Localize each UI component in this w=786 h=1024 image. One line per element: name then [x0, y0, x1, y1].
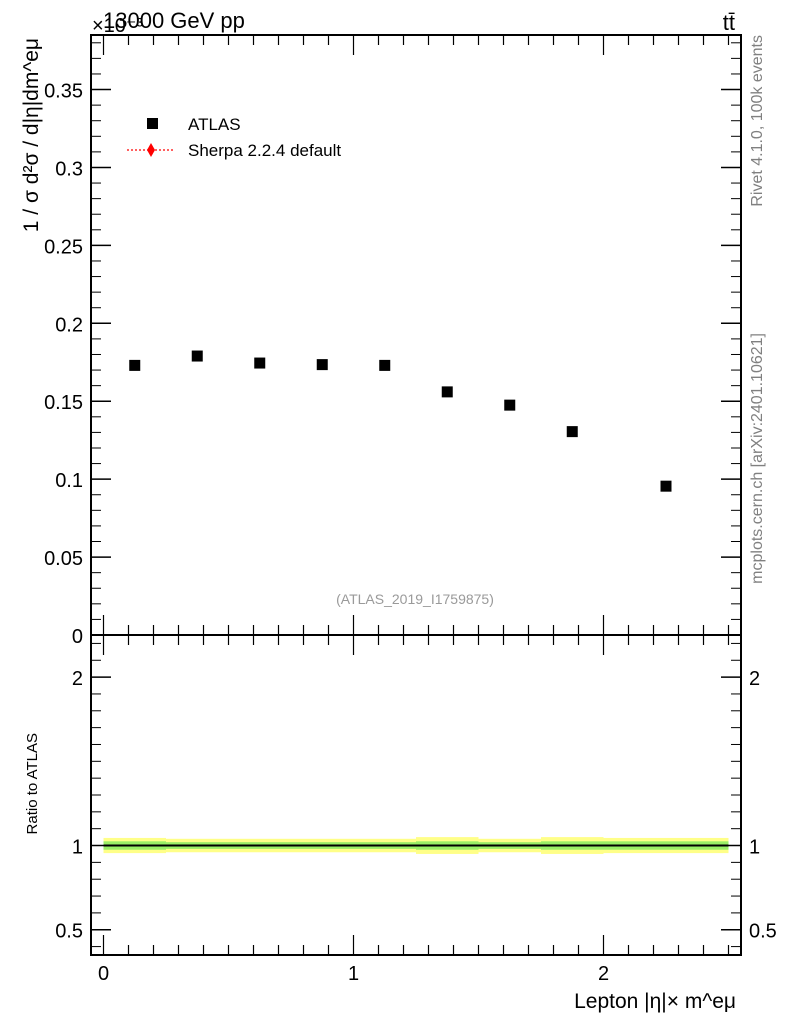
main-y-tick-label: 0 [72, 626, 83, 648]
main-y-tick-label: 0.05 [44, 548, 83, 570]
mcplots-label: mcplots.cern.ch [arXiv:2401.10621] [749, 333, 766, 584]
ratio-y-tick-label-right: 1 [749, 837, 760, 859]
ratio-y-tick-label-right: 2 [749, 668, 760, 690]
atlas-data-points [129, 350, 672, 492]
rivet-label: Rivet 4.1.0, 100k events [749, 35, 766, 207]
ratio-y-axis-label: Ratio to ATLAS [24, 733, 41, 834]
process-label: tt̄ [723, 10, 735, 35]
legend: ATLAS Sherpa 2.2.4 default [127, 115, 341, 160]
main-y-tick-label: 0.25 [44, 236, 83, 258]
x-tick-label: 1 [348, 963, 359, 985]
atlas-data-point [129, 359, 141, 371]
main-y-tick-label: 0.2 [55, 314, 83, 336]
main-y-axis-ticks: 0 0.05 0.1 0.15 0.2 0.25 0.3 0.35 [44, 42, 741, 648]
x-axis-label: Lepton |η|× m^eμ [574, 990, 736, 1013]
main-y-tick-label: 0.35 [44, 81, 83, 103]
atlas-data-point [191, 350, 203, 362]
main-y-tick-label: 0.3 [55, 158, 83, 180]
atlas-data-point [379, 359, 391, 371]
main-y-tick-label: 0.1 [55, 470, 83, 492]
ratio-y-tick-label-left: 2 [72, 668, 83, 690]
exponent-label: ×10⁻³ [92, 15, 143, 37]
ratio-y-tick-label-left: 0.5 [55, 921, 83, 943]
main-x-axis-ticks [102, 35, 730, 635]
ratio-plot-frame [90, 634, 742, 956]
main-y-axis-label: 1 / σ d²σ / d|η|dm^eμ [20, 38, 43, 232]
atlas-data-point [441, 386, 453, 398]
legend-atlas-label: ATLAS [188, 115, 241, 134]
atlas-data-point [660, 480, 672, 492]
atlas-data-point [254, 357, 266, 369]
energy-label: 13000 GeV pp [103, 8, 245, 33]
atlas-data-point [566, 426, 578, 438]
ratio-y-tick-label-right: 0.5 [749, 921, 777, 943]
analysis-label: (ATLAS_2019_I1759875) [336, 591, 494, 607]
atlas-data-point [504, 399, 516, 411]
main-y-tick-label: 0.15 [44, 392, 83, 414]
x-tick-label: 0 [98, 963, 109, 985]
ratio-y-tick-label-left: 1 [72, 837, 83, 859]
x-tick-label: 2 [598, 963, 609, 985]
ratio-x-axis-ticks: 0 1 2 [98, 635, 730, 985]
atlas-data-point [316, 359, 328, 371]
legend-sherpa-label: Sherpa 2.2.4 default [188, 141, 341, 160]
legend-atlas-marker [147, 118, 158, 129]
legend-sherpa-marker [147, 143, 155, 157]
ratio-y-axis-ticks: 0.5 0.5 1 1 2 2 [55, 642, 777, 948]
